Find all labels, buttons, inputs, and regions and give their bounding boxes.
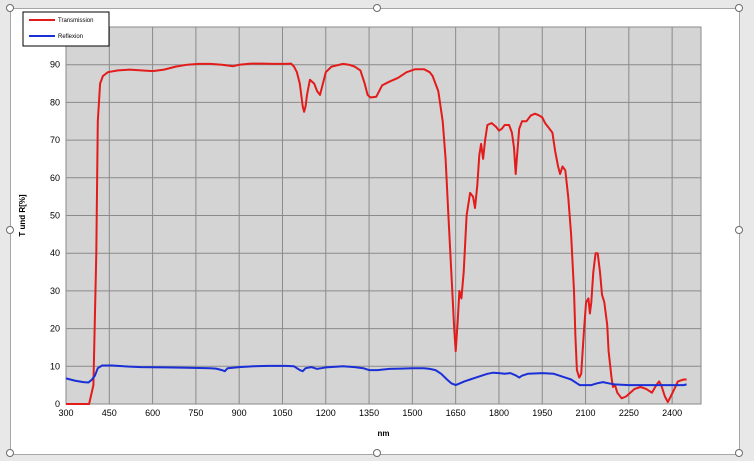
x-tick-label: 2250 <box>619 408 639 418</box>
x-tick-label: 1050 <box>272 408 292 418</box>
resize-handle-top-center[interactable] <box>373 4 381 12</box>
y-tick-label: 70 <box>50 135 60 145</box>
legend-label-transmission: Transmission <box>58 18 93 24</box>
chart-frame[interactable]: 300 450 600 750 900 1050 1200 1350 1500 1650 1800 1… <box>10 8 740 455</box>
y-tick-label: 50 <box>50 211 60 221</box>
y-tick-labels: 0 10 20 30 40 50 60 70 80 90 <box>50 60 60 409</box>
x-tick-label: 1650 <box>446 408 466 418</box>
x-tick-label: 750 <box>188 408 203 418</box>
x-axis-label: nm <box>378 429 390 438</box>
chart-area: 300 450 600 750 900 1050 1200 1350 1500 1650 1800 1… <box>18 11 702 438</box>
resize-handle-middle-left[interactable] <box>6 226 14 234</box>
x-tick-label: 1350 <box>359 408 379 418</box>
resize-handle-middle-right[interactable] <box>735 226 743 234</box>
x-tick-label: 1800 <box>489 408 509 418</box>
resize-handle-bottom-right[interactable] <box>735 449 743 457</box>
x-tick-label: 900 <box>232 408 247 418</box>
x-tick-label: 2100 <box>576 408 596 418</box>
x-tick-label: 1500 <box>402 408 422 418</box>
horizontal-gridlines <box>66 26 701 405</box>
resize-handle-top-right[interactable] <box>735 4 743 12</box>
resize-handle-top-left[interactable] <box>6 4 14 12</box>
y-tick-label: 30 <box>50 286 60 296</box>
x-tick-label: 450 <box>102 408 117 418</box>
y-axis-label: T und R[%] <box>18 194 27 237</box>
legend-label-reflexion: Reflexion <box>58 34 83 40</box>
y-tick-label: 10 <box>50 361 60 371</box>
x-tick-label: 600 <box>145 408 160 418</box>
x-tick-label: 2400 <box>662 408 682 418</box>
resize-handle-bottom-center[interactable] <box>373 449 381 457</box>
y-tick-label: 40 <box>50 248 60 258</box>
series-layer <box>65 62 687 405</box>
y-tick-label: 90 <box>50 60 60 70</box>
y-tick-label: 0 <box>55 399 60 409</box>
series-line-transmission <box>66 62 687 405</box>
legend[interactable]: Transmission Reflexion <box>22 11 110 47</box>
legend-box <box>22 11 110 47</box>
y-tick-label: 60 <box>50 173 60 183</box>
x-tick-labels: 300 450 600 750 900 1050 1200 1350 1500 1650 1800 1… <box>58 408 682 418</box>
x-tick-label: 1200 <box>316 408 336 418</box>
y-tick-label: 80 <box>50 97 60 107</box>
x-tick-label: 1950 <box>532 408 552 418</box>
resize-handle-bottom-left[interactable] <box>6 449 14 457</box>
series-line-reflexion <box>65 364 687 387</box>
y-tick-label: 20 <box>50 324 60 334</box>
x-tick-label: 300 <box>58 408 73 418</box>
